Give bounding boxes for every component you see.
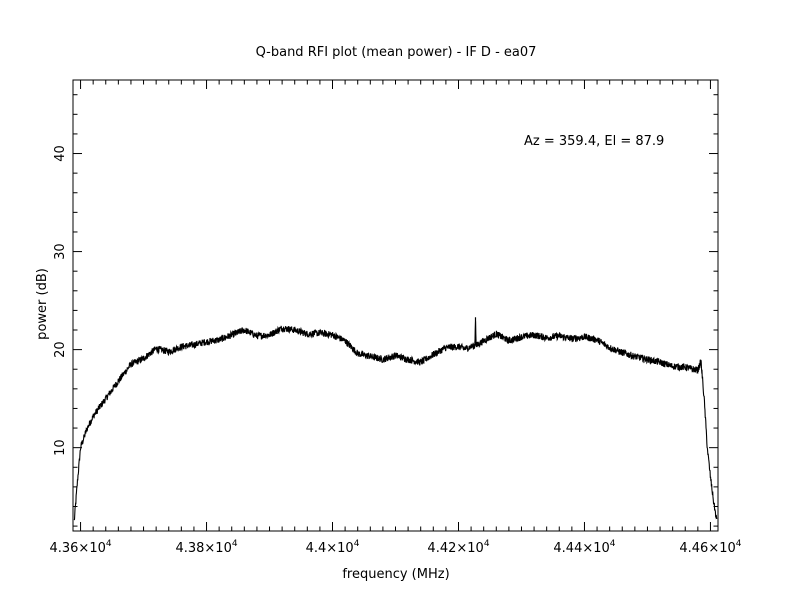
x-tick-exponent: 4	[232, 539, 238, 549]
x-tick-label: 4.42×104	[427, 539, 489, 556]
y-axis-ticks: 10 20 30 40	[53, 94, 718, 527]
y-tick-label: 40	[53, 145, 68, 162]
x-tick-label: 4.38×104	[175, 539, 237, 556]
x-tick-label: 4.44×104	[553, 539, 615, 556]
power-spectrum-line	[73, 321, 718, 521]
az-el-annotation: Az = 359.4, El = 87.9	[524, 134, 664, 149]
x-axis-ticks: 4.36×104 4.38×104 4.4×104 4.42×104 4.44×104 4…	[49, 80, 742, 556]
x-tick-label: 4.46×104	[679, 539, 741, 556]
x-tick-exponent: 4	[736, 539, 742, 549]
y-tick-label: 10	[53, 439, 68, 456]
x-tick-exponent: 4	[610, 539, 616, 549]
x-tick-exponent: 4	[106, 539, 112, 549]
x-tick-label: 4.4×104	[306, 539, 360, 556]
chart-title: Q-band RFI plot (mean power) - IF D - ea…	[256, 45, 537, 60]
series-group	[73, 317, 718, 521]
y-tick-label: 20	[53, 341, 68, 358]
x-tick-exponent: 4	[484, 539, 490, 549]
x-axis-label: frequency (MHz)	[342, 567, 449, 582]
y-axis-label: power (dB)	[35, 268, 50, 340]
y-tick-label: 30	[53, 243, 68, 260]
x-tick-label: 4.36×104	[49, 539, 111, 556]
x-tick-exponent: 4	[354, 539, 360, 549]
